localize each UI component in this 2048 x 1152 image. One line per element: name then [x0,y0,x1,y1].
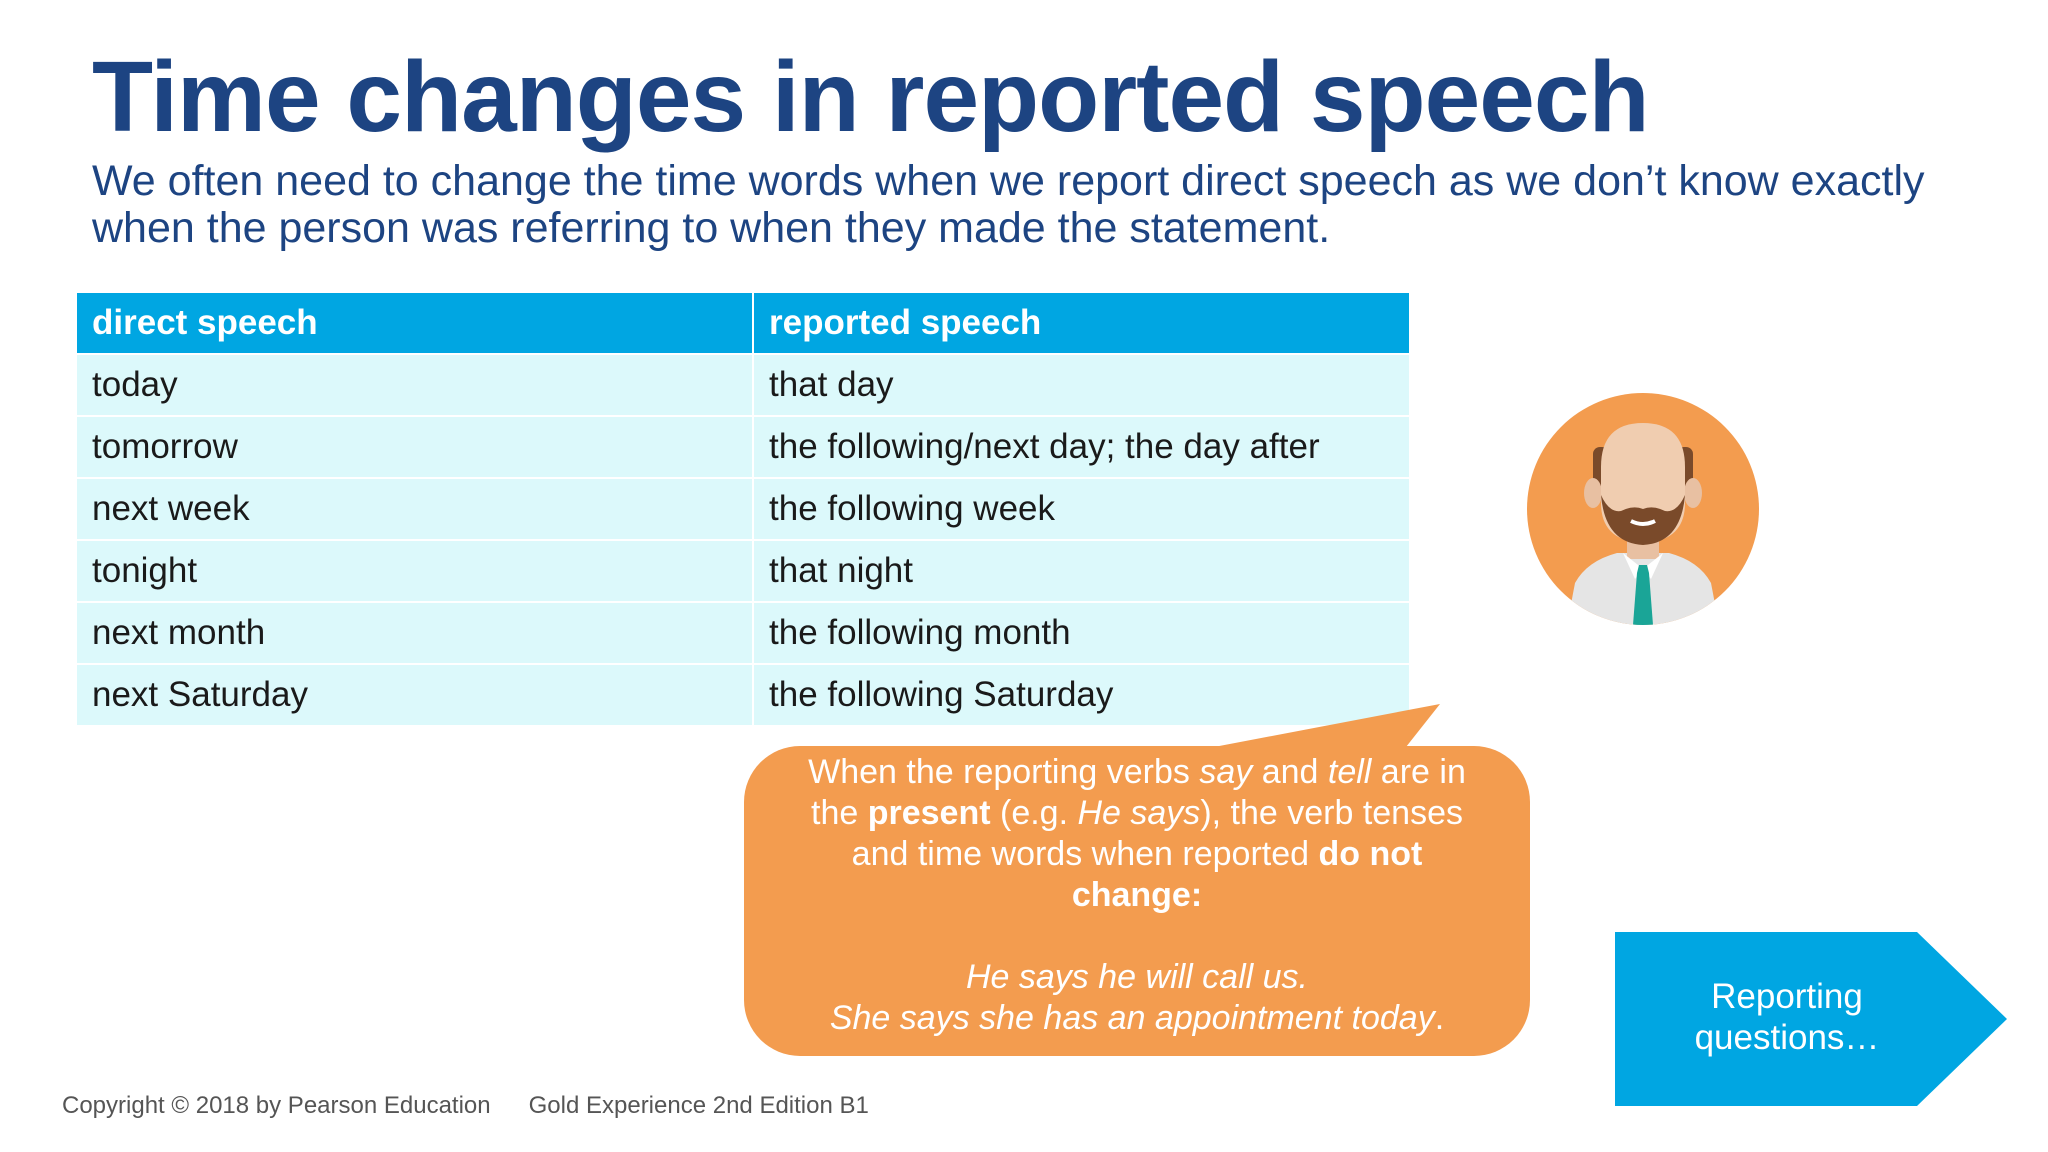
reported-cell: that night [753,539,1409,602]
page-title: Time changes in reported speech [92,41,1650,153]
table-row: next month the following month [77,601,1409,664]
reported-cell: the following/next day; the day after [753,415,1409,478]
callout-text-part: (e.g. [990,794,1078,832]
intro-text: We often need to change the time words w… [92,157,1925,252]
reported-cell: the following week [753,477,1409,540]
callout-text-part: and [1252,753,1328,791]
callout-example-1: He says he will call us. [965,958,1308,996]
callout-tell: tell [1327,753,1372,791]
callout-example-2-end: . [1434,999,1445,1037]
callout-text-part: are in the [811,753,1466,832]
copyright-text: Copyright © 2018 by Pearson Education [62,1092,491,1119]
direct-cell: tomorrow [77,415,754,478]
header-reported-speech: reported speech [753,293,1409,354]
table-row: tomorrow the following/next day; the day… [77,415,1409,478]
callout-text-part: ), the verb tenses and time words when r… [851,794,1463,873]
callout-example-2: She says she has an appointment today [829,999,1435,1037]
direct-cell: today [77,353,754,416]
callout-present: present [867,794,991,832]
time-changes-table: direct speech reported speech today that… [77,293,1409,725]
book-title: Gold Experience 2nd Edition B1 [528,1092,869,1119]
footer: Copyright © 2018 by Pearson Education Gol… [62,1092,869,1120]
table-row: today that day [77,353,1409,416]
table-row: next Saturday the following Saturday [77,663,1409,725]
bald-bearded-man-avatar-icon [1527,393,1759,625]
reported-cell: the following month [753,601,1409,664]
callout-rule: When the reporting verbs say and tell ar… [744,752,1530,916]
reported-cell: that day [753,353,1409,416]
callout-examples: He says he will call us. She says she has… [744,957,1530,1039]
next-button-line-2: questions… [1694,1018,1880,1057]
reported-cell: the following Saturday [753,663,1409,725]
grammar-note-callout: When the reporting verbs say and tell ar… [744,694,1530,1056]
callout-he-says: He says [1077,794,1201,832]
table-row: next week the following week [77,477,1409,540]
direct-cell: next month [77,601,754,664]
next-button-label: Reporting questions… [1615,976,1959,1058]
header-direct-speech: direct speech [77,293,754,354]
table-header-row: direct speech reported speech [77,293,1409,354]
direct-cell: next Saturday [77,663,754,725]
callout-say: say [1199,753,1253,791]
callout-text-part: When the reporting verbs [808,753,1200,791]
reporting-questions-next-button[interactable]: Reporting questions… [1615,932,2007,1106]
direct-cell: next week [77,477,754,540]
callout-text: When the reporting verbs say and tell ar… [744,752,1530,1039]
callout-do-not-change: do not change: [1071,835,1423,914]
table-row: tonight that night [77,539,1409,602]
direct-cell: tonight [77,539,754,602]
next-button-line-1: Reporting [1711,977,1863,1016]
